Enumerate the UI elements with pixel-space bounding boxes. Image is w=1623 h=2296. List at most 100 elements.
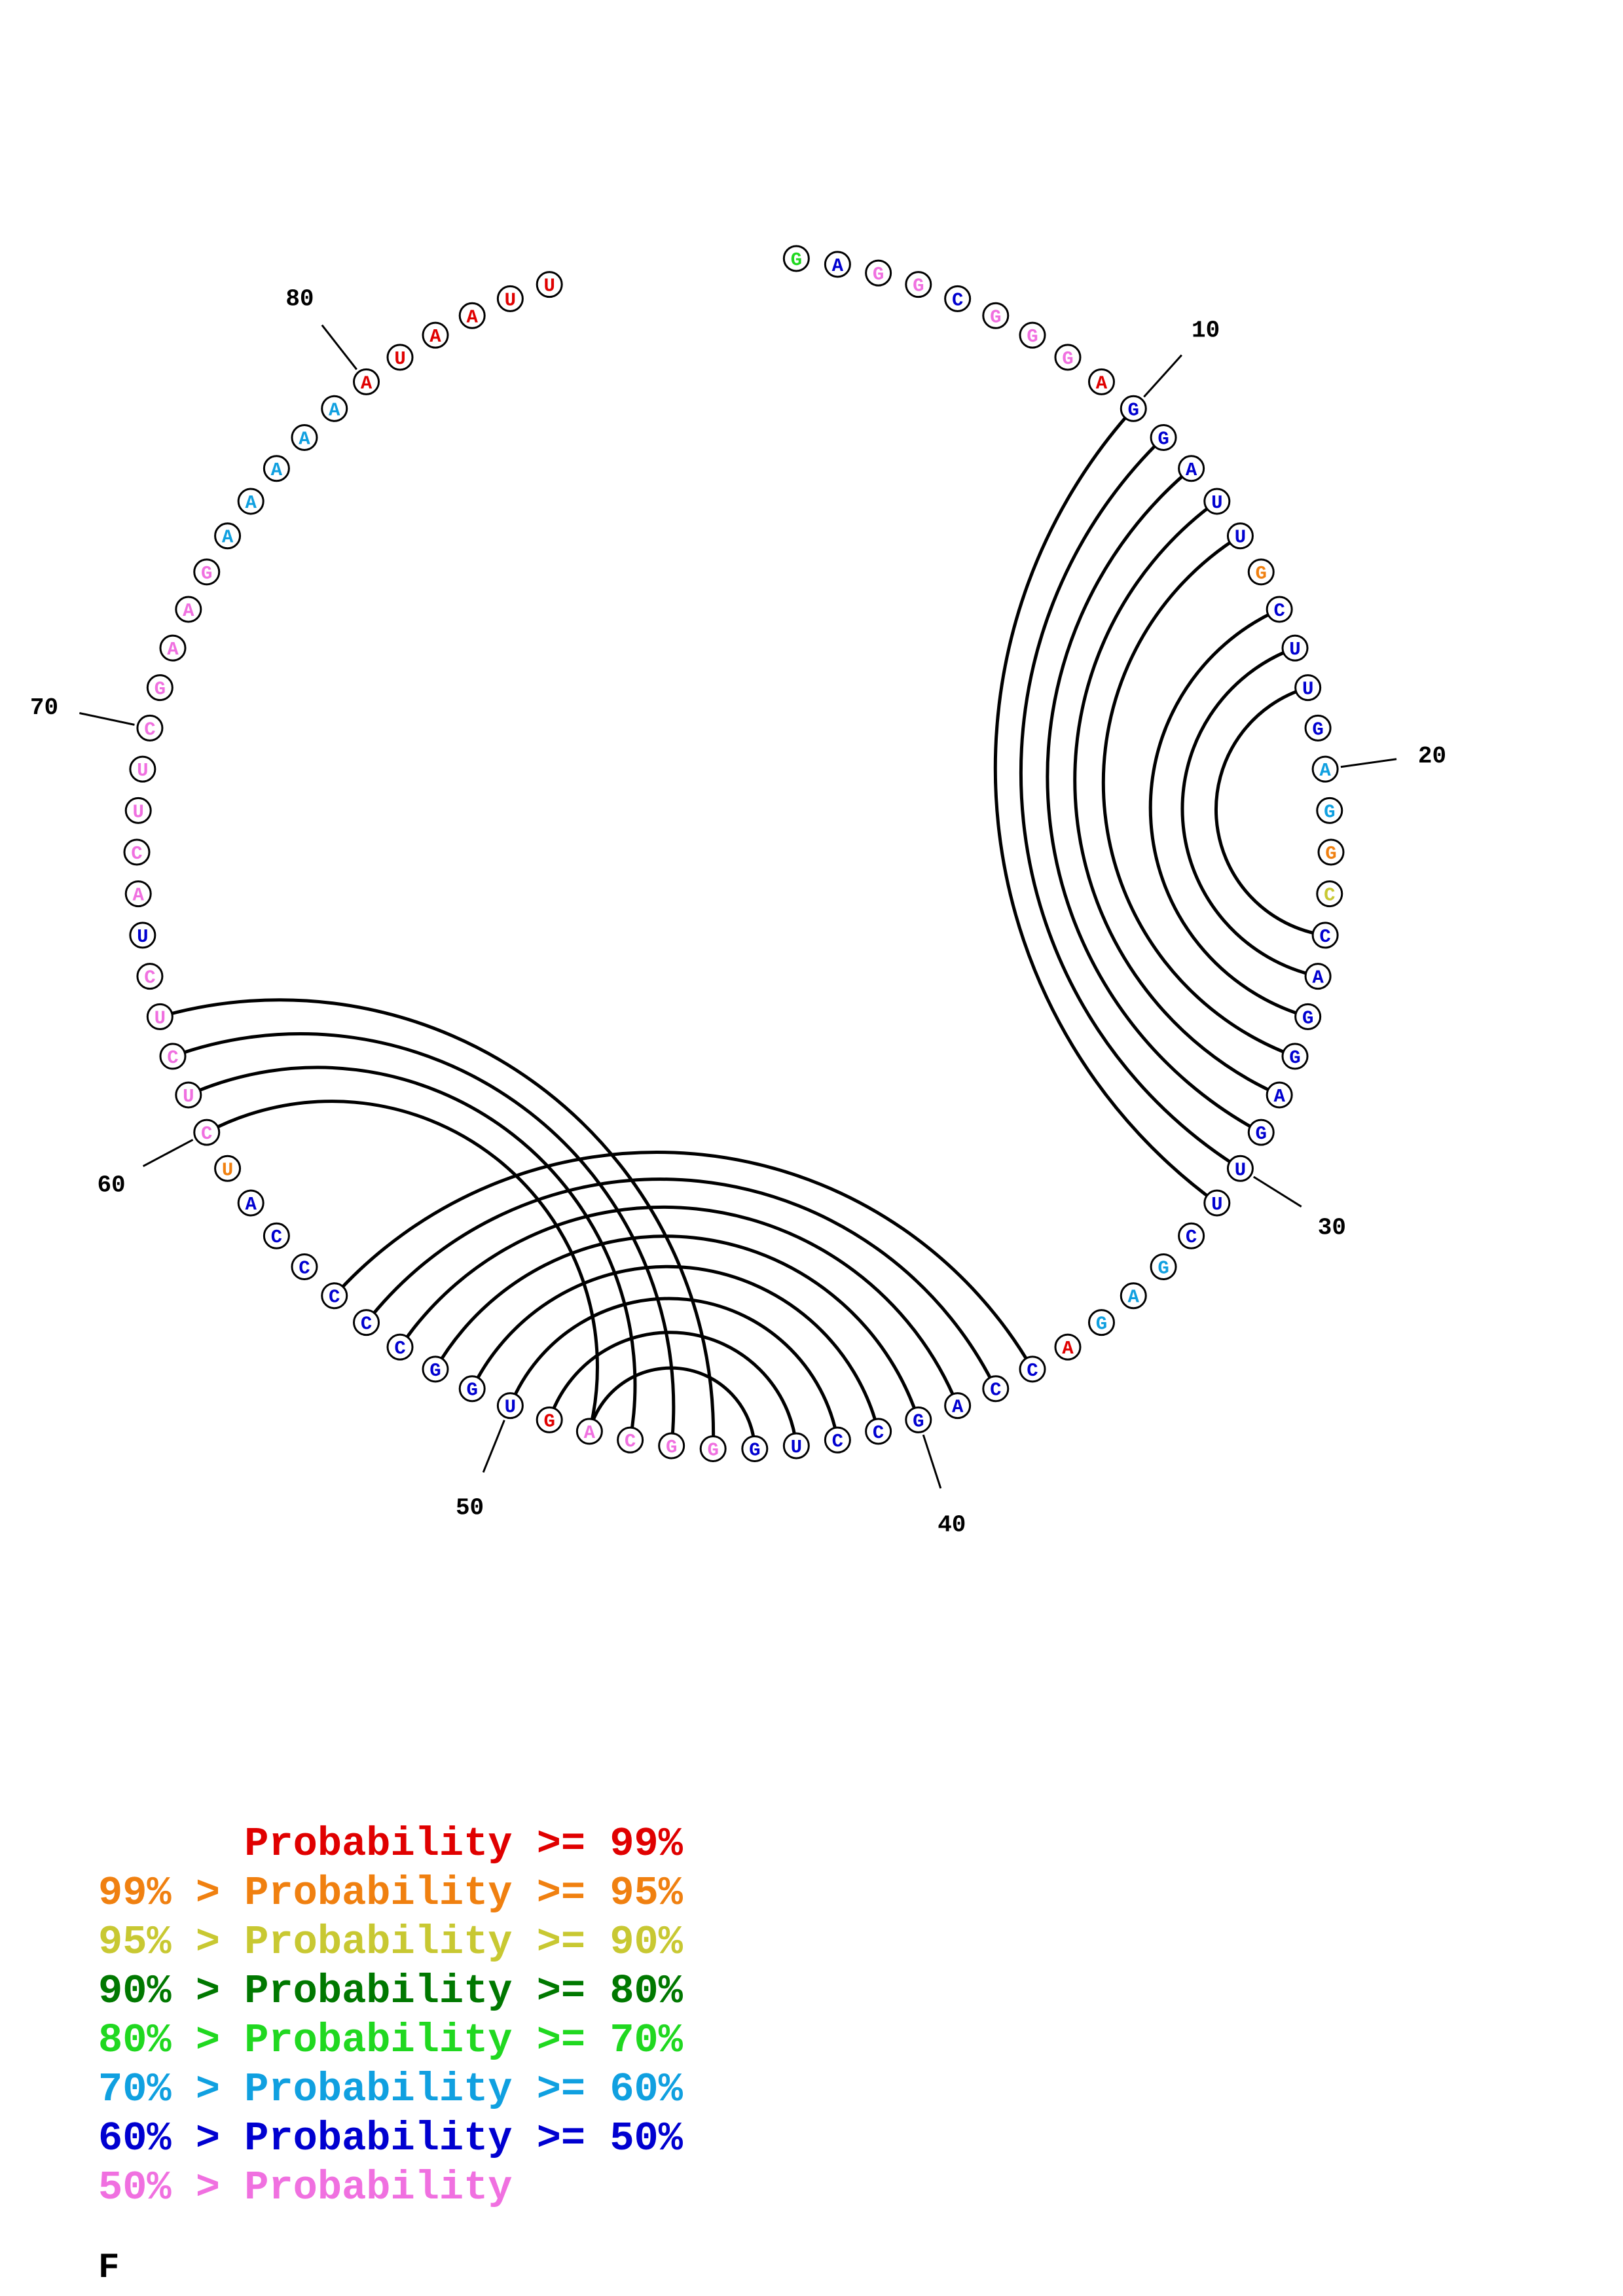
base-pair-arc (587, 1366, 757, 1449)
nucleotide-circle (1266, 1081, 1293, 1109)
nucleotide: U (1203, 488, 1231, 515)
base-pair-arc (1148, 607, 1309, 1018)
nucleotide-circle (1226, 1155, 1254, 1182)
nucleotide-letter: A (167, 639, 179, 660)
nucleotide: C (1178, 1222, 1205, 1249)
nucleotide: U (536, 271, 563, 298)
nucleotide: A (1054, 1333, 1082, 1361)
nucleotide-letter: C (361, 1314, 372, 1335)
nucleotide-letter: U (137, 760, 148, 781)
nucleotide-circle (237, 1189, 264, 1217)
nucleotide-circle (136, 963, 164, 990)
nucleotide: U (214, 1155, 242, 1182)
nucleotide-circle (1304, 963, 1332, 990)
nucleotide: G (782, 245, 810, 272)
nucleotide: G (699, 1435, 727, 1462)
nucleotide: U (782, 1432, 810, 1460)
nucleotide-letter: A (429, 326, 441, 348)
nucleotide-letter: A (584, 1422, 596, 1444)
nucleotide: A (1266, 1081, 1293, 1109)
legend-label: Probability >= 90% (244, 1919, 683, 1965)
nucleotide-circle (214, 522, 242, 550)
nucleotide: A (263, 455, 290, 482)
nucleotide-circle (1087, 1309, 1115, 1336)
nucleotide-circle (386, 1333, 414, 1361)
legend-row: 50% > Probability (98, 2163, 683, 2212)
nucleotide-letter: U (1211, 492, 1222, 514)
nucleotide-circle (782, 1432, 810, 1460)
nucleotide-circle (291, 423, 318, 451)
nucleotide: G (982, 302, 1010, 329)
nucleotide-circle (175, 596, 202, 623)
position-tick (1340, 758, 1397, 768)
nucleotide: C (1266, 596, 1293, 623)
nucleotide: A (1304, 963, 1332, 990)
nucleotide-letter: A (222, 527, 234, 548)
nucleotide: C (617, 1426, 644, 1454)
nucleotide-circle (905, 1406, 932, 1433)
nucleotide-circle (1294, 1003, 1322, 1030)
nucleotide-letter: A (329, 399, 340, 421)
nucleotide-letter: C (873, 1422, 884, 1444)
nucleotide-letter: U (137, 926, 148, 948)
nucleotide: U (386, 344, 414, 371)
nucleotide: C (291, 1253, 318, 1281)
nucleotide-circle (1019, 321, 1046, 349)
nucleotide-letter: A (183, 600, 194, 622)
nucleotide-letter: G (1158, 1258, 1169, 1280)
nucleotide: A (175, 596, 202, 623)
nucleotide-letter: U (505, 289, 516, 311)
nucleotide-letter: G (467, 1380, 478, 1401)
base-pair-arc (398, 1205, 959, 1407)
nucleotide-letter: U (791, 1437, 802, 1458)
legend-prefix: 50% > (98, 2164, 245, 2211)
nucleotide-letter: U (1235, 1159, 1246, 1181)
nucleotide-letter: G (1128, 399, 1139, 421)
base-pair-arc (470, 1265, 881, 1432)
nucleotide: A (321, 395, 348, 422)
nucleotide-letter: G (1312, 719, 1323, 740)
nucleotide: U (1294, 674, 1322, 702)
nucleotide-letter: C (271, 1227, 282, 1248)
base-pair-arc (547, 1331, 798, 1446)
nucleotide-letter: G (1158, 428, 1169, 450)
nucleotide: G (1317, 838, 1345, 866)
nucleotide-circle (865, 259, 892, 287)
nucleotide: U (1203, 1189, 1231, 1217)
nucleotide-circle (699, 1435, 727, 1462)
nucleotide-circle (193, 558, 221, 586)
nucleotide-letter: C (952, 289, 963, 311)
nucleotide-letter: U (394, 348, 405, 370)
nucleotide: C (386, 1333, 414, 1361)
legend-prefix: 60% > (98, 2115, 245, 2162)
nucleotide: A (124, 880, 152, 908)
nucleotide-circle (386, 344, 414, 371)
nucleotide: A (237, 1189, 264, 1217)
nucleotide-circle (1311, 755, 1339, 783)
nucleotide-circle (905, 271, 932, 298)
nucleotide: C (159, 1043, 187, 1070)
nucleotide-letter: G (1302, 1007, 1313, 1029)
nucleotide-circle (496, 1392, 524, 1420)
nucleotide-letter: C (144, 719, 155, 740)
legend-label: Probability >= 50% (244, 2115, 683, 2162)
nucleotide-letter: C (832, 1431, 843, 1452)
nucleotide-circle (1316, 880, 1343, 908)
nucleotide-circle (982, 1375, 1010, 1403)
nucleotide: C (263, 1222, 290, 1249)
nucleotide-circle (1150, 423, 1177, 451)
nucleotide: C (865, 1418, 892, 1445)
legend-label: Probability >= 80% (244, 1968, 683, 2015)
nucleotide-letter: C (990, 1380, 1001, 1401)
nucleotide: G (146, 674, 173, 702)
nucleotide: A (1120, 1282, 1147, 1310)
nucleotide-letter: U (155, 1007, 166, 1029)
position-label: 20 (1418, 743, 1446, 770)
base-pair-arc (333, 1151, 1034, 1371)
base-pair-arc (1073, 499, 1281, 1097)
nucleotide-circle (1054, 1333, 1082, 1361)
position-label: 60 (97, 1172, 125, 1199)
nucleotide-letter: C (299, 1258, 310, 1280)
nucleotide-circle (496, 285, 524, 312)
